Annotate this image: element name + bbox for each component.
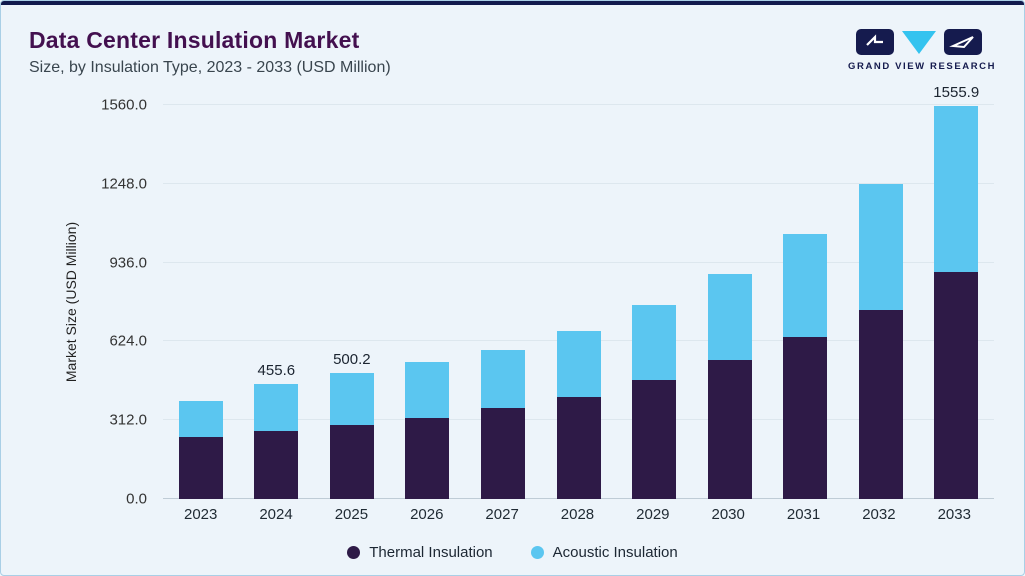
x-tick-label-2027: 2027 xyxy=(485,506,519,523)
bar-segment-thermal-insulation[interactable] xyxy=(480,408,525,499)
plot-inner: 455.6 500.2 1555.9 xyxy=(163,84,994,499)
bar-segment-thermal-insulation[interactable] xyxy=(858,309,903,499)
bar-segment-acoustic-insulation[interactable] xyxy=(178,401,223,438)
x-tick-label-2025: 2025 xyxy=(334,506,369,523)
page-title: Data Center Insulation Market xyxy=(29,27,360,53)
bar-segment-acoustic-insulation[interactable] xyxy=(858,183,903,310)
bar-2027[interactable] xyxy=(465,105,541,499)
bar-segment-thermal-insulation[interactable] xyxy=(556,396,601,499)
bar-2032[interactable] xyxy=(843,105,919,499)
bar-segment-thermal-insulation[interactable] xyxy=(632,380,677,499)
y-tick-label: 1560.0 xyxy=(101,96,147,114)
bars: 455.6 500.2 1555.9 xyxy=(163,84,994,499)
y-tick-label: 936.0 xyxy=(109,254,147,272)
bar-2024[interactable]: 455.6 xyxy=(239,105,315,499)
bar-segment-thermal-insulation[interactable] xyxy=(254,431,299,499)
bar-segment-acoustic-insulation[interactable] xyxy=(934,106,979,272)
legend: Thermal Insulation Acoustic Insulation xyxy=(1,544,1024,561)
y-axis-ticks: 0.0 312.0 624.0 936.0 1248.0 1560.0 xyxy=(1,97,147,508)
x-tick-label-2032: 2032 xyxy=(862,506,896,523)
x-tick-label-2023: 2023 xyxy=(183,506,218,523)
x-tick-label-2030: 2030 xyxy=(711,506,745,523)
x-tick-label-2026: 2026 xyxy=(410,506,444,523)
bar-segment-acoustic-insulation[interactable] xyxy=(783,234,828,338)
bar-segment-acoustic-insulation[interactable] xyxy=(480,350,525,409)
bar-2025[interactable]: 500.2 xyxy=(314,105,390,499)
bar-2028[interactable] xyxy=(541,105,617,499)
bar-segment-acoustic-insulation[interactable] xyxy=(254,383,299,432)
bar-2031[interactable] xyxy=(767,105,843,499)
y-tick-label: 1248.0 xyxy=(101,175,147,193)
brand-name: GRAND VIEW RESEARCH xyxy=(848,61,997,72)
y-tick-label: 0.0 xyxy=(126,490,147,508)
bar-segment-thermal-insulation[interactable] xyxy=(707,360,752,499)
legend-dot-thermal-insulation xyxy=(347,546,361,559)
legend-dot-acoustic-insulation xyxy=(530,546,544,559)
bar-segment-thermal-insulation[interactable] xyxy=(329,425,374,499)
bar-segment-acoustic-insulation[interactable] xyxy=(632,305,677,381)
bar-value-label: 1555.9 xyxy=(933,84,980,102)
bar-segment-thermal-insulation[interactable] xyxy=(934,271,979,499)
x-axis-labels: 2023 2024 2025 2026 2027 2028 2029 2030 2031 2032… xyxy=(163,506,992,523)
bar-segment-thermal-insulation[interactable] xyxy=(405,417,450,499)
bar-value-label: 455.6 xyxy=(257,361,296,379)
bar-segment-thermal-insulation[interactable] xyxy=(178,437,223,499)
plot-area: Market Size (USD Million) 0.0 312.0 624.0 9… xyxy=(1,84,1024,508)
bar-2023[interactable] xyxy=(163,105,239,499)
bar-segment-acoustic-insulation[interactable] xyxy=(329,372,374,425)
y-tick-label: 624.0 xyxy=(109,332,147,350)
bar-2026[interactable] xyxy=(390,105,466,499)
x-tick-label-2028: 2028 xyxy=(560,506,595,523)
x-tick-label-2033: 2033 xyxy=(937,506,971,523)
gridline xyxy=(163,261,994,263)
legend-item-thermal-insulation[interactable]: Thermal Insulation xyxy=(347,544,493,561)
brand-logo: GRAND VIEW RESEARCH xyxy=(848,27,996,72)
gridline xyxy=(163,182,994,184)
legend-label: Thermal Insulation xyxy=(369,544,493,561)
x-tick-label-2029: 2029 xyxy=(636,506,670,523)
x-tick-label-2024: 2024 xyxy=(259,506,293,523)
chart-subtitle: Size, by Insulation Type, 2023 - 2033 (U… xyxy=(29,59,391,76)
bar-segment-thermal-insulation[interactable] xyxy=(783,337,828,499)
legend-label: Acoustic Insulation xyxy=(552,544,678,561)
top-accent-bar xyxy=(1,1,1024,5)
x-tick-label-2031: 2031 xyxy=(786,506,821,523)
bar-2029[interactable] xyxy=(616,105,692,499)
bar-value-label: 500.2 xyxy=(333,350,371,368)
bar-2030[interactable] xyxy=(692,105,768,499)
bar-2033[interactable]: 1555.9 xyxy=(918,84,994,499)
y-tick-label: 312.0 xyxy=(109,411,147,429)
grand-view-research-logo-icon xyxy=(856,29,982,55)
bar-segment-acoustic-insulation[interactable] xyxy=(556,330,601,397)
bar-segment-acoustic-insulation[interactable] xyxy=(707,273,752,361)
gridline xyxy=(163,104,994,105)
legend-item-acoustic-insulation[interactable]: Acoustic Insulation xyxy=(530,544,678,561)
bar-segment-acoustic-insulation[interactable] xyxy=(405,361,450,418)
